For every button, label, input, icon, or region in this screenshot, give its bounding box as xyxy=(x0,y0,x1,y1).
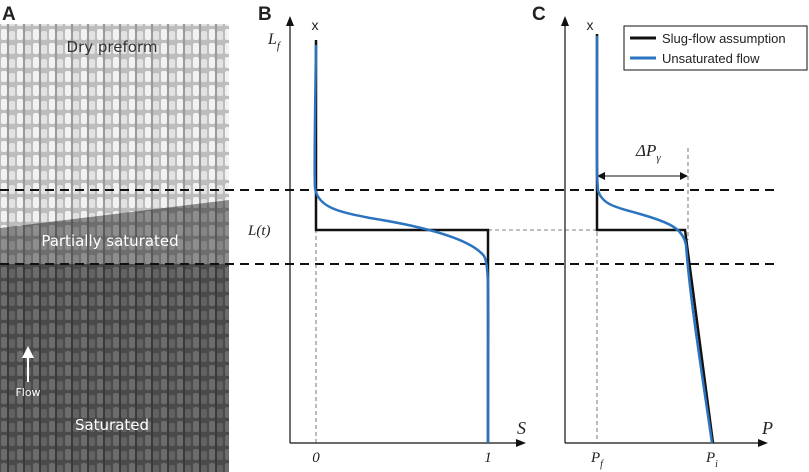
lt-label: L(t) xyxy=(247,223,271,239)
dry-preform-label: Dry preform xyxy=(67,38,158,56)
legend-label-slug-flow: Slug-flow assumption xyxy=(662,31,786,46)
panel-c-unsaturated-curve xyxy=(595,35,714,444)
panel-b-axes xyxy=(286,16,526,447)
panel-c-x-axis-label: P xyxy=(761,418,773,438)
delta-p-label: ΔPγ xyxy=(635,141,661,164)
panel-a-label: A xyxy=(2,4,16,25)
partially-saturated-label: Partially saturated xyxy=(41,232,178,250)
panel-b-unsaturated-curve xyxy=(313,44,490,444)
panel-c-label: C xyxy=(532,4,546,25)
saturated-label: Saturated xyxy=(75,416,149,434)
dry-region xyxy=(0,24,229,228)
panel-c-slug-flow-curve xyxy=(595,34,715,444)
flow-arrow-icon xyxy=(22,346,34,382)
flow-label: Flow xyxy=(15,386,40,399)
panel-b-label: B xyxy=(258,4,272,25)
panel-b-y-axis-label: x xyxy=(312,17,319,33)
preform-photo: Dry preform Partially saturated Saturate… xyxy=(0,24,229,472)
pi-tick: Pi xyxy=(705,450,718,470)
legend: Slug-flow assumption Unsaturated flow xyxy=(623,25,808,71)
s-tick-0: 0 xyxy=(312,450,320,466)
s-tick-1: 1 xyxy=(484,450,492,466)
delta-p-arrow xyxy=(597,172,688,180)
panel-c-axes xyxy=(561,16,768,447)
panel-b-x-axis-label: S xyxy=(517,418,526,438)
lf-label: Lf xyxy=(267,31,282,52)
pf-tick: Pf xyxy=(590,450,604,470)
panel-c-y-axis-label: x xyxy=(587,17,594,33)
legend-label-unsaturated: Unsaturated flow xyxy=(662,51,760,66)
